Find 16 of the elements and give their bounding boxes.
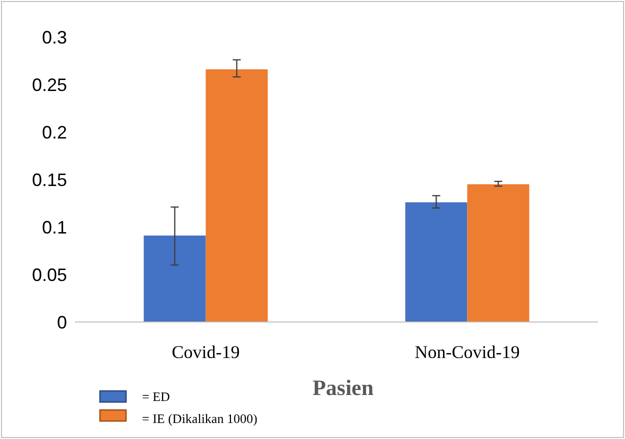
x-axis-title: Pasien — [312, 375, 374, 400]
x-tick-label: Covid-19 — [172, 342, 240, 362]
y-tick-label: 0.2 — [42, 122, 67, 142]
y-tick-label: 0 — [56, 312, 67, 332]
y-tick-label: 0.25 — [32, 74, 67, 95]
legend-label: = ED — [142, 389, 170, 404]
x-tick-label: Non-Covid-19 — [414, 342, 520, 362]
bar — [144, 236, 206, 322]
y-tick-label: 0.1 — [42, 217, 67, 238]
y-tick-label: 0.3 — [42, 27, 67, 48]
legend-label: = IE (Dikalikan 1000) — [142, 411, 258, 426]
y-tick-label: 0.05 — [32, 264, 67, 285]
bar — [405, 202, 468, 322]
bar — [206, 69, 268, 322]
bar — [467, 184, 530, 322]
y-tick-label: 0.15 — [32, 170, 67, 190]
